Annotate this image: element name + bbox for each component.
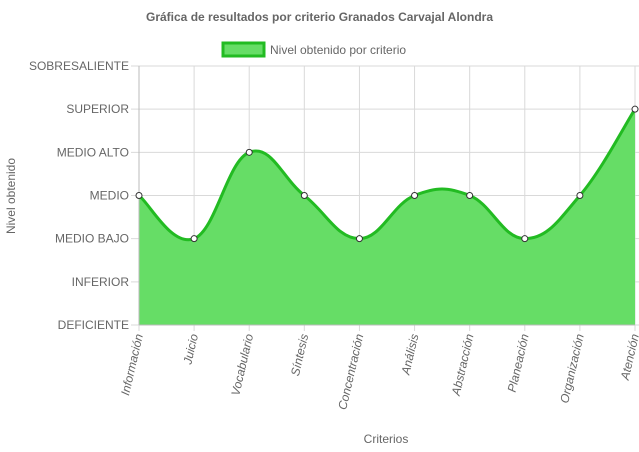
y-tick-label: MEDIO BAJO	[55, 232, 129, 246]
y-tick-label: INFERIOR	[72, 275, 130, 289]
data-point[interactable]	[631, 105, 639, 113]
data-point[interactable]	[245, 148, 253, 156]
x-tick-labels: Información Juicio Vocabulario Síntesis Conc…	[118, 332, 639, 411]
data-point[interactable]	[576, 192, 584, 199]
y-tick-label: MEDIO ALTO	[57, 145, 129, 159]
y-axis-title: Nivel obtenido	[4, 158, 18, 234]
series-line	[137, 108, 637, 242]
x-tick-label: Juicio	[180, 332, 201, 366]
data-point[interactable]	[190, 235, 198, 243]
legend-label: Nivel obtenido por criterio	[270, 43, 406, 57]
data-point[interactable]	[135, 192, 143, 199]
legend[interactable]: Nivel obtenido por criterio	[221, 41, 406, 58]
x-tick-label: Análisis	[398, 333, 421, 377]
legend-swatch	[221, 41, 266, 58]
series-points	[135, 105, 639, 243]
series-area	[137, 66, 637, 326]
x-tick-label: Organización	[557, 332, 587, 404]
x-tick-label: Abstracción	[449, 332, 477, 398]
data-point[interactable]	[411, 192, 419, 199]
x-axis-title: Criterios	[364, 432, 409, 446]
y-tick-label: SOBRESALIENTE	[29, 59, 129, 73]
y-tick-label: DEFICIENTE	[58, 318, 129, 332]
y-tick-label: SUPERIOR	[66, 102, 129, 116]
y-tick-label: MEDIO	[90, 189, 129, 203]
x-tick-label: Síntesis	[288, 333, 311, 378]
chart-title: Gráfica de resultados por criterio Grana…	[146, 10, 493, 24]
x-tick-label: Planeación	[505, 332, 532, 393]
x-tick-label: Concentración	[335, 332, 366, 411]
x-tick-label: Información	[118, 332, 146, 397]
y-tick-labels: DEFICIENTE INFERIOR MEDIO BAJO MEDIO MEDIO A…	[29, 59, 129, 332]
x-tick-label: Vocabulario	[228, 332, 256, 397]
x-tick-label: Atención	[618, 332, 639, 382]
series-area-fill	[139, 109, 635, 326]
data-point[interactable]	[355, 235, 363, 243]
data-point[interactable]	[466, 192, 474, 199]
data-point[interactable]	[521, 235, 529, 243]
data-point[interactable]	[300, 192, 308, 199]
